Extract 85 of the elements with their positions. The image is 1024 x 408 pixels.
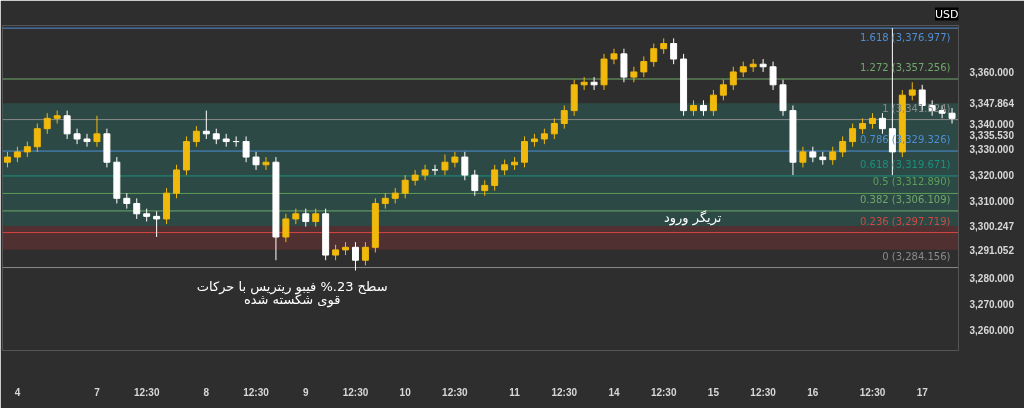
x-tick-label: 12:30 xyxy=(650,386,677,398)
candlestick xyxy=(759,58,767,73)
x-tick-label: 12:30 xyxy=(442,386,469,398)
y-tick-label: 3,360.000 xyxy=(969,66,1015,78)
candlestick xyxy=(650,43,658,68)
candlestick xyxy=(73,128,81,145)
y-tick-label: 3,335.530 xyxy=(969,130,1015,142)
ref-line-label: 0.382 (3,306.109) xyxy=(860,193,951,205)
x-tick-label: 10 xyxy=(399,386,412,398)
candlestick xyxy=(451,151,459,168)
candlestick xyxy=(441,153,449,176)
candlestick xyxy=(192,125,200,148)
ref-line-label: 0.5 (3,312.890) xyxy=(872,176,951,188)
x-tick-label: 12:30 xyxy=(859,386,886,398)
y-tick-label: 3,347.864 xyxy=(969,98,1015,110)
candlestick xyxy=(471,169,479,197)
candlestick xyxy=(93,115,101,148)
candlestick xyxy=(83,133,91,148)
x-tick-label: 14 xyxy=(608,386,620,398)
x-tick-label: 16 xyxy=(807,386,819,398)
candlestick xyxy=(948,107,956,125)
candlestick xyxy=(361,241,369,266)
candlestick xyxy=(729,66,737,91)
candlestick xyxy=(242,135,250,163)
candlestick xyxy=(769,61,777,91)
candlestick xyxy=(590,76,598,91)
candlestick xyxy=(719,79,727,101)
candlestick xyxy=(302,208,310,228)
candlestick xyxy=(411,169,419,186)
x-tick-label: 17 xyxy=(916,386,929,398)
candlestick xyxy=(709,89,717,117)
y-tick-label: 3,260.000 xyxy=(969,324,1015,336)
x-tick-label: 8 xyxy=(203,386,210,398)
candlestick xyxy=(829,146,837,166)
candlestick xyxy=(640,55,648,78)
candlestick xyxy=(282,213,290,243)
candlestick xyxy=(173,164,180,199)
candlestick xyxy=(491,164,499,192)
candlestick xyxy=(133,197,141,220)
x-tick-label: 11 xyxy=(509,386,521,398)
y-tick-label: 3,320.000 xyxy=(969,170,1015,182)
candlestick xyxy=(799,146,807,168)
candlestick xyxy=(839,135,847,158)
candlestick xyxy=(431,164,439,176)
candlestick xyxy=(252,151,260,171)
y-tick-label: 3,300.247 xyxy=(969,221,1015,233)
x-tick-label: 12:30 xyxy=(133,386,160,398)
candlestick xyxy=(63,110,71,140)
y-tick-label: 3,340.000 xyxy=(969,118,1015,130)
x-tick-label: 7 xyxy=(94,386,101,398)
candlestick xyxy=(421,164,429,181)
candlestick xyxy=(630,66,638,83)
y-tick-label: 3,270.000 xyxy=(969,299,1015,311)
candlestick xyxy=(33,123,41,153)
candlestick xyxy=(262,156,270,171)
y-tick-label: 3,291.052 xyxy=(969,244,1015,256)
candlestick xyxy=(461,151,469,181)
x-tick-label: 12:30 xyxy=(342,386,369,398)
candlestick xyxy=(560,104,568,130)
candlestick xyxy=(849,123,857,148)
candlestick xyxy=(401,174,409,199)
candlestick xyxy=(878,112,886,135)
candlestick xyxy=(351,241,359,272)
candlestick xyxy=(153,210,161,238)
candlestick xyxy=(312,208,320,228)
y-tick-label: 3,310.000 xyxy=(969,195,1015,207)
candlestick xyxy=(670,37,678,65)
x-tick-label: 12:30 xyxy=(551,386,578,398)
ref-line-label: 0.236 (3,297.719) xyxy=(860,215,951,227)
candlestick xyxy=(550,117,558,140)
candlestick xyxy=(610,48,618,65)
x-tick-label: 15 xyxy=(707,386,720,398)
candlestick xyxy=(521,135,528,168)
y-tick-label: 3,280.000 xyxy=(969,273,1015,285)
annotation: تریگر ورود xyxy=(663,210,722,227)
x-tick-label: 12:30 xyxy=(750,386,777,398)
candlestick xyxy=(43,112,51,135)
x-tick-label: 12:30 xyxy=(243,386,270,398)
y-tick-label: 3,330.000 xyxy=(969,144,1015,156)
text: USD xyxy=(935,7,959,21)
candlestick xyxy=(908,81,916,101)
x-tick-label: 9 xyxy=(302,386,309,398)
candlestick xyxy=(620,48,628,83)
ref-line-label: 0 (3,284.156) xyxy=(882,250,951,262)
x-tick-label: 4 xyxy=(14,386,21,398)
